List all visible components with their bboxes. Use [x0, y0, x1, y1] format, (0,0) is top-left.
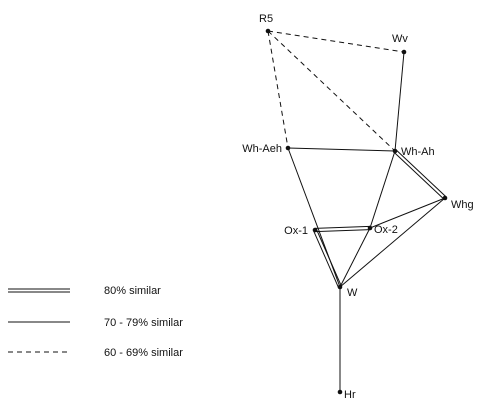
diagram-nodes: R5 Wv Wh-Aeh Wh-Ah Whg Ox-1 Ox-2 W Hr	[242, 13, 474, 401]
node-dot	[265, 28, 271, 34]
node-dot	[337, 284, 343, 290]
node-label: Whg	[451, 199, 474, 211]
node-r5: R5	[259, 13, 273, 34]
node-label: W	[347, 287, 358, 299]
edge-ox-1-w	[313, 229, 342, 288]
edge-r5-wh-aeh	[267, 30, 289, 149]
edge-wh-ah-ox-2	[369, 150, 396, 229]
diagram-edges	[267, 30, 447, 392]
node-label: R5	[259, 13, 273, 25]
edge-wv-wh-ah	[394, 51, 405, 152]
node-label: Ox-1	[284, 225, 308, 237]
node-w: W	[337, 284, 358, 299]
node-dot	[285, 145, 291, 151]
node-label: Wv	[392, 33, 408, 45]
edge-wh-aeh-wh-ah	[287, 147, 396, 152]
node-wh-ah: Wh-Ah	[392, 146, 435, 158]
node-whg: Whg	[442, 195, 474, 211]
edge-whg-ox-2	[369, 197, 446, 229]
legend-item-60-69: 60 - 69% similar	[8, 347, 183, 359]
node-label: Wh-Ah	[401, 146, 435, 158]
legend-item-70-79: 70 - 79% similar	[8, 317, 183, 329]
legend: 80% similar 70 - 79% similar 60 - 69% si…	[8, 285, 183, 359]
node-wv: Wv	[392, 33, 408, 55]
node-dot	[337, 389, 343, 395]
node-dot	[442, 195, 448, 201]
edge-whg-w	[339, 197, 446, 288]
legend-label-80: 80% similar	[104, 285, 161, 297]
edge-r5-wh-ah	[267, 30, 396, 152]
edge-ox-1-ox-2	[314, 225, 371, 233]
legend-label-60-69: 60 - 69% similar	[104, 347, 183, 359]
node-dot	[392, 148, 398, 154]
node-label: Wh-Aeh	[242, 143, 282, 155]
node-ox-2: Ox-2	[367, 224, 398, 236]
legend-label-70-79: 70 - 79% similar	[104, 317, 183, 329]
edge-r5-wv	[267, 30, 405, 53]
node-hr: Hr	[337, 389, 356, 401]
node-dot	[367, 225, 373, 231]
node-dot	[401, 49, 407, 55]
node-wh-aeh: Wh-Aeh	[242, 143, 291, 155]
node-label: Ox-2	[374, 224, 398, 236]
edge-ox-2-w	[339, 227, 371, 288]
legend-item-80: 80% similar	[8, 285, 161, 297]
node-ox-1: Ox-1	[284, 225, 318, 237]
node-label: Hr	[344, 389, 356, 399]
edge-wh-ah-whg	[393, 149, 447, 200]
node-dot	[312, 227, 318, 233]
